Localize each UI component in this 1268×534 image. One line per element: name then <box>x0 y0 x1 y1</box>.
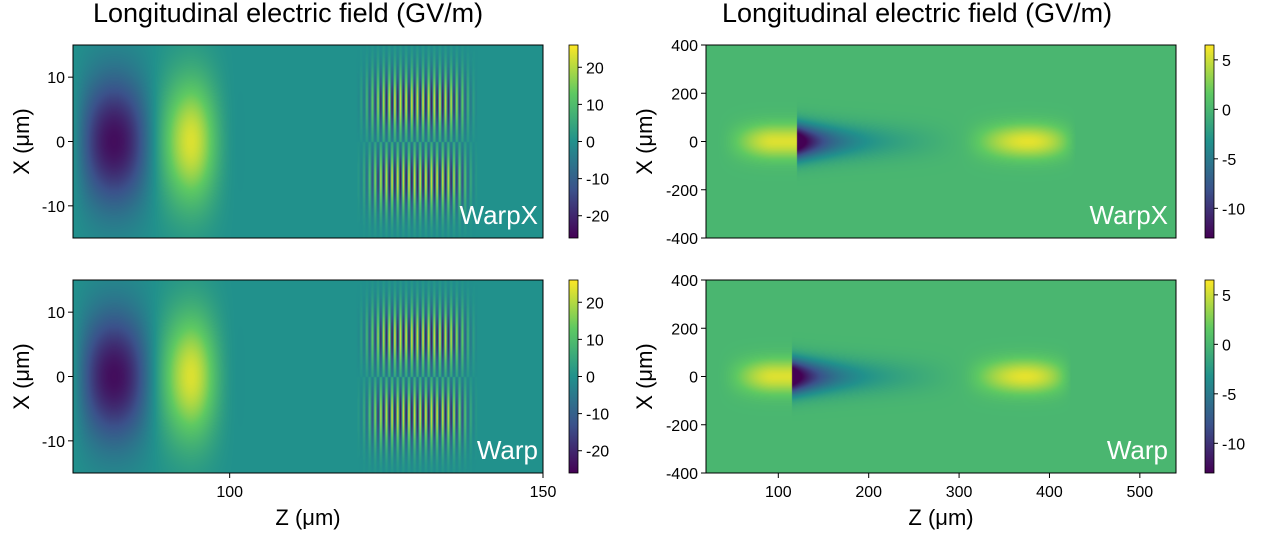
colorbar-tick-label: 5 <box>1222 288 1231 305</box>
colorbar-tick-label: -20 <box>586 444 609 461</box>
colorbar-tick-label: 0 <box>586 370 595 387</box>
y-tick-label: 10 <box>47 305 65 322</box>
panel-code-label: WarpX <box>460 200 539 230</box>
y-tick-label: -400 <box>666 466 698 483</box>
colorbar-tick-label: -20 <box>586 209 609 226</box>
y-axis-label: X (μm) <box>632 343 657 409</box>
colorbar: 20 10 0 -10 -20 <box>568 44 609 239</box>
colorbar-gradient <box>1204 44 1215 239</box>
heatmap-image <box>706 280 1176 473</box>
left-column-title: Longitudinal electric field (GV/m) <box>93 0 484 28</box>
y-tick-label: -10 <box>42 199 65 216</box>
colorbar: 5 0 -5 -10 <box>1204 44 1245 239</box>
colorbar-tick-label: -10 <box>586 172 609 189</box>
y-tick-label: 200 <box>671 321 698 338</box>
colorbar-tick-label: 0 <box>1222 102 1231 119</box>
x-tick-label: 100 <box>216 484 243 501</box>
panel-1: 10 0 -10 X (μm) WarpX 20 10 0 -10 -20 <box>9 44 609 239</box>
y-tick-label: -10 <box>42 434 65 451</box>
x-tick-label: 400 <box>1036 484 1063 501</box>
colorbar: 5 0 -5 -10 <box>1204 279 1245 474</box>
colorbar: 20 10 0 -10 -20 <box>568 279 609 474</box>
x-tick-label: 300 <box>946 484 973 501</box>
panel-code-label: Warp <box>477 435 538 465</box>
panel-code-label: Warp <box>1107 435 1168 465</box>
colorbar-tick-label: 0 <box>586 135 595 152</box>
y-axis-label: X (μm) <box>9 343 34 409</box>
right-column-title: Longitudinal electric field (GV/m) <box>722 0 1113 28</box>
y-tick-label: -400 <box>666 231 698 248</box>
colorbar-gradient <box>568 44 579 239</box>
colorbar-gradient <box>1204 279 1215 474</box>
colorbar-tick-label: -10 <box>1222 201 1245 218</box>
colorbar-tick-label: -5 <box>1222 152 1236 169</box>
colorbar-tick-label: 0 <box>1222 337 1231 354</box>
heatmap-image <box>73 45 543 238</box>
heatmap-image <box>73 280 543 473</box>
colorbar-tick-label: 20 <box>586 295 604 312</box>
colorbar-gradient <box>568 279 579 474</box>
x-tick-label: 200 <box>855 484 882 501</box>
y-tick-label: 0 <box>689 370 698 387</box>
y-tick-label: 400 <box>671 38 698 55</box>
y-tick-label: 400 <box>671 273 698 290</box>
x-tick-label: 150 <box>530 484 557 501</box>
colorbar-tick-label: 5 <box>1222 53 1231 70</box>
panel-2: 400 200 0 -200 -400 X (μm) WarpX 5 0 -5 -10 <box>632 38 1245 248</box>
colorbar-tick-label: -10 <box>1222 436 1245 453</box>
x-tick-label: 500 <box>1126 484 1153 501</box>
y-tick-label: 10 <box>47 70 65 87</box>
y-tick-label: 0 <box>56 370 65 387</box>
y-tick-label: -200 <box>666 418 698 435</box>
colorbar-tick-label: -5 <box>1222 387 1236 404</box>
x-axis-label: Z (μm) <box>275 505 340 530</box>
colorbar-tick-label: 20 <box>586 60 604 77</box>
x-axis-label: Z (μm) <box>908 505 973 530</box>
y-tick-label: 0 <box>56 135 65 152</box>
heatmap-image <box>706 45 1176 238</box>
colorbar-tick-label: 10 <box>586 97 604 114</box>
y-axis-label: X (μm) <box>632 108 657 174</box>
y-tick-label: -200 <box>666 183 698 200</box>
panel-4: 400 200 0 -200 -400 100 200 300 400 500 X (μm) Z (μ… <box>632 273 1245 530</box>
colorbar-tick-label: 10 <box>586 332 604 349</box>
colorbar-tick-label: -10 <box>586 407 609 424</box>
y-tick-label: 200 <box>671 86 698 103</box>
y-axis-label: X (μm) <box>9 108 34 174</box>
panel-code-label: WarpX <box>1090 200 1169 230</box>
x-tick-label: 100 <box>765 484 792 501</box>
y-tick-label: 0 <box>689 135 698 152</box>
